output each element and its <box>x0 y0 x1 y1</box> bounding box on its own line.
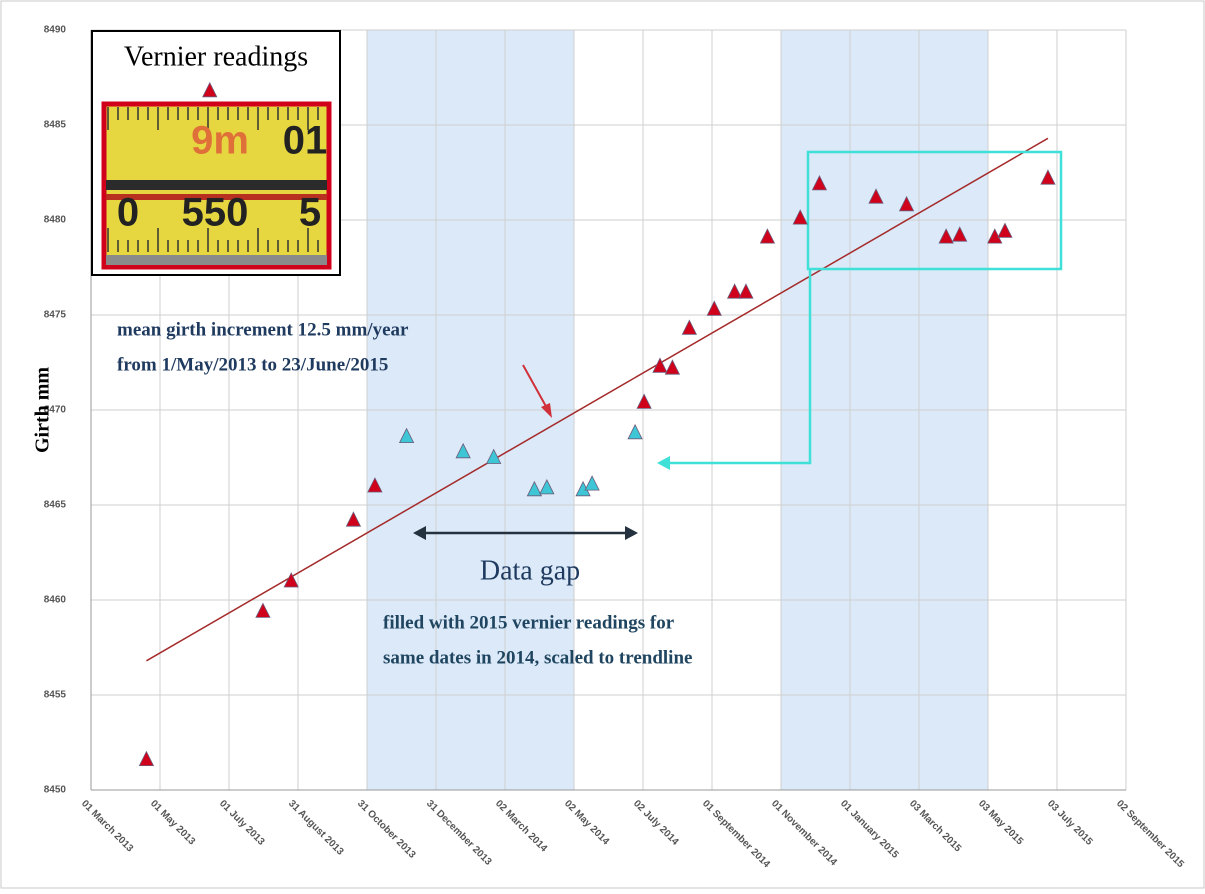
tape-label: 550 <box>182 191 249 235</box>
annotation: mean girth increment 12.5 mm/year <box>117 319 409 340</box>
tape-edge <box>106 255 327 265</box>
annotation: from 1/May/2013 to 23/June/2015 <box>117 354 388 375</box>
y-tick-label: 8460 <box>44 595 67 606</box>
annotation: same dates in 2014, scaled to trendline <box>383 647 692 668</box>
chart: 84508455846084658470847584808485849001 M… <box>0 0 1205 889</box>
tape-label: 5 <box>299 191 321 235</box>
annotation: filled with 2015 vernier readings for <box>383 612 675 633</box>
tape-label: 01 <box>283 119 328 163</box>
y-tick-label: 8485 <box>44 120 67 131</box>
inset: Vernier readings 9m 01 0 550 5 <box>92 31 340 275</box>
y-tick-label: 8480 <box>44 215 67 226</box>
y-tick-label: 8490 <box>44 25 67 36</box>
tape-label: 9m <box>191 119 249 163</box>
y-tick-label: 8465 <box>44 500 67 511</box>
tape-label: 0 <box>117 191 139 235</box>
y-tick-label: 8450 <box>44 785 67 796</box>
annotation: Data gap <box>480 555 580 586</box>
y-tick-label: 8475 <box>44 310 67 321</box>
tape-divider <box>106 180 327 190</box>
page: {"chart_data": { "type": "scatter", "y_l… <box>0 0 1205 894</box>
y-axis-label: Girth mm <box>32 367 54 453</box>
y-tick-label: 8455 <box>44 690 67 701</box>
inset-title: Vernier readings <box>124 41 308 72</box>
